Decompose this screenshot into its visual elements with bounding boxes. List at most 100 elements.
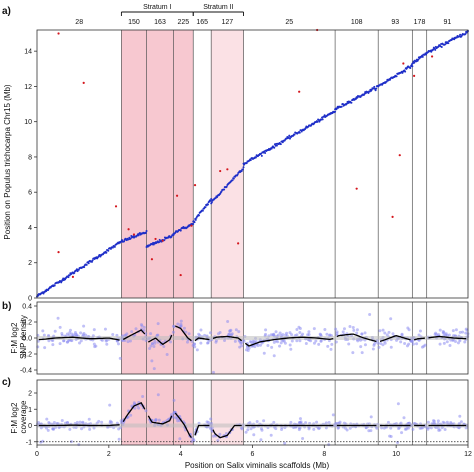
panel-b-y-tick-label: -0.4: [20, 368, 32, 375]
panel-b-scatter-point: [152, 345, 156, 349]
panel-b-scatter-point: [233, 339, 237, 343]
panel-b-scatter-point: [379, 341, 383, 345]
panel-c-scatter-point: [119, 419, 123, 423]
panel-a-blue-point: [193, 221, 196, 224]
panel-c-smooth-line-segment: [38, 424, 120, 427]
panel-b-scatter-point: [270, 345, 274, 349]
panel-a-blue-point: [288, 134, 291, 137]
panel-b-scatter-point: [359, 345, 363, 349]
panel-b-scatter-point: [150, 359, 154, 363]
panel-a-frame: [36, 29, 469, 299]
panel-a-red-point: [402, 62, 405, 65]
panel-a-blue-point: [288, 137, 291, 140]
panel-b-scatter-point: [56, 316, 60, 320]
panel-b-scatter-point: [307, 330, 311, 334]
panel-b-scatter-point: [206, 341, 210, 345]
panel-b-scatter-point: [323, 327, 327, 331]
panel-c-scatter-point: [458, 414, 462, 418]
panel-c-scatter-point: [117, 437, 121, 441]
panel-a-red-point: [219, 169, 222, 173]
panel-b-scatter-point: [381, 343, 385, 347]
panel-a-red-point: [193, 184, 197, 187]
panel-a-red-point: [298, 90, 301, 93]
panel-c-scatter-point: [301, 436, 305, 440]
panel-a-y-axis-label: Position on Populus trichocarpa Chr15 (M…: [3, 84, 12, 240]
panel-a-blue-point: [241, 168, 244, 171]
panel-a-blue-point: [373, 85, 376, 88]
panel-c-scatter-point: [246, 428, 250, 432]
panel-b-letter: b): [2, 301, 11, 312]
panel-b-scatter-point: [454, 328, 458, 332]
panel-a-blue-point: [152, 243, 155, 246]
panel-b-scatter-point: [171, 324, 175, 328]
panel-b-scatter-point: [355, 331, 359, 335]
panel-b-scatter-point: [153, 339, 157, 343]
panel-b-scatter-point: [385, 333, 389, 337]
panel-c-scatter-point: [259, 427, 263, 431]
panel-c-scatter-point: [432, 419, 436, 423]
panel-c-scatter-point: [144, 409, 148, 413]
panel-a-blue-point: [334, 110, 337, 113]
panel-b-scatter-point: [93, 345, 97, 349]
panel-c-scatter-point: [218, 432, 222, 436]
panel-a-blue-point: [145, 230, 148, 233]
panel-a-blue-point: [249, 159, 252, 162]
panel-b-scatter-point: [363, 331, 367, 335]
panel-b-scatter-point: [312, 341, 316, 345]
panel-b-scatter-point: [179, 324, 183, 328]
panel-b-scatter-point: [82, 324, 86, 328]
panel-b-scatter-point: [442, 341, 446, 345]
panel-c-scatter-point: [172, 411, 176, 415]
panel-a-blue-point: [201, 209, 204, 212]
panel-a-segment-label: 108: [351, 19, 363, 26]
panel-a-blue-point: [90, 260, 93, 263]
panel-a-blue-point: [53, 284, 56, 287]
panel-c-x-tick-label: 8: [322, 451, 326, 458]
panel-b-scatter-point: [411, 342, 415, 346]
panel-c-smooth-line: [38, 401, 467, 439]
panel-a-segment-label: 178: [414, 19, 426, 26]
panel-b-scatter-point: [444, 332, 448, 336]
panel-b-scatter-point: [156, 322, 160, 326]
panel-b-scatter-point: [463, 340, 467, 344]
panel-b-scatter-point: [246, 348, 250, 352]
panel-b-scatter-point: [325, 332, 329, 336]
panel-c-scatter-point: [248, 421, 252, 425]
panel-a: a) 0 2 4 6 8 10 12 14 28 150 163 225 165 127 25 108 93 1…: [2, 4, 469, 303]
panel-c-y-axis-label-line2: coverage: [19, 400, 28, 433]
panel-b-scatter-point: [360, 351, 364, 355]
panel-a-red-point: [391, 215, 394, 218]
panel-a-blue-point: [264, 151, 267, 154]
panel-b-scatter-point: [418, 329, 422, 333]
panel-b-scatter-point: [272, 332, 276, 336]
panel-b-scatter-point: [53, 329, 57, 333]
panel-b-scatter-point: [68, 328, 72, 332]
panel-a-segment-label: 150: [128, 19, 140, 26]
panel-a-blue-point: [430, 50, 433, 53]
panel-c-smooth-line-segment: [174, 412, 192, 439]
panel-a-red-point: [430, 55, 434, 58]
panel-b-scatter-point: [453, 340, 457, 344]
panel-b-scatter-point: [317, 342, 321, 346]
panel-b-scatter-point: [278, 344, 282, 348]
panel-b-scatter-point: [417, 333, 421, 337]
panel-b-scatter-point: [262, 351, 266, 355]
panel-a-y-tick-label: 4: [28, 225, 32, 232]
panel-a-blue-point: [129, 237, 132, 240]
panel-b-scatter-point: [348, 324, 352, 328]
panel-a-blue-point: [440, 46, 443, 49]
panel-c-scatter-point: [283, 441, 287, 445]
panel-b-scatter-point: [62, 339, 66, 343]
panel-c-scatter-point: [289, 420, 293, 424]
panel-b-scatter-point: [226, 320, 230, 324]
panel-c-scatter-point: [262, 419, 266, 423]
panel-a-blue-point: [192, 222, 195, 225]
panel-b-scatter-point: [342, 327, 346, 331]
panel-b-scatter-point: [360, 332, 364, 336]
panel-c-scatter-point: [272, 420, 276, 424]
panel-a-blue-point: [375, 87, 378, 90]
panel-c-scatter-point: [108, 403, 112, 407]
panel-b-scatter-point: [464, 327, 468, 331]
panel-a-red-point: [179, 273, 182, 277]
panel-b-scatter-point: [65, 332, 69, 336]
